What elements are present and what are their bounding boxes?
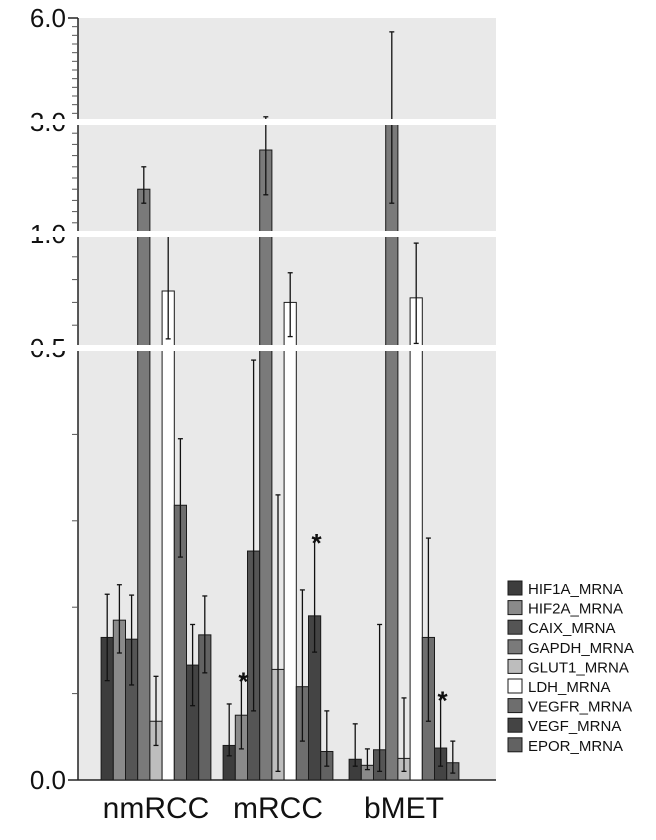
significance-marker: * [238,666,249,696]
legend-swatch [507,678,523,694]
bar-ldh-mrna-nmrcc [161,290,175,781]
legend-label: VEGFR_MRNA [528,699,632,716]
annotations-layer: * * * [238,528,448,715]
legend-label: HIF1A_MRNA [528,581,623,598]
legend-swatch [507,698,523,714]
legend-swatch [507,619,523,635]
x-tick-label: bMET [364,792,444,825]
legend-swatch [507,737,523,753]
legend-label: VEGF_MRNA [528,718,621,735]
x-axis: nmRCC mRCC bMET [103,792,444,825]
legend-swatch [507,600,523,616]
legend-label: HIF2A_MRNA [528,601,623,618]
x-tick-label: mRCC [233,792,323,825]
significance-marker: * [312,528,323,558]
significance-marker: * [438,685,449,715]
y-tick-label: 6.0 [30,3,66,33]
bar-ldh-mrna-mrcc [283,301,297,781]
legend-label: LDH_MRNA [528,679,611,696]
legend-swatch [507,639,523,655]
legend-label: CAIX_MRNA [528,620,616,637]
bars-layer [100,31,460,781]
legend-label: GLUT1_MRNA [528,659,629,676]
axis-break [0,345,496,351]
x-tick-label: nmRCC [103,792,210,825]
y-tick-label: 0.0 [30,765,66,795]
legend-swatch [507,580,523,596]
legend-label: GAPDH_MRNA [528,640,634,657]
axis-breaks [0,119,496,351]
legend: HIF1A_MRNA HIF2A_MRNA CAIX_MRNA GAPDH_MRNA G… [507,580,634,755]
legend-swatch [507,717,523,733]
legend-swatch [507,658,523,674]
bar-gapdh-mrna-bmet [385,119,399,781]
axis-break [0,231,496,237]
bar-gapdh-mrna-mrcc [259,149,273,781]
legend-label: EPOR_MRNA [528,738,623,755]
bar-ldh-mrna-bmet [409,297,423,781]
axis-break [0,119,496,125]
bar-gapdh-mrna-nmrcc [137,188,151,781]
